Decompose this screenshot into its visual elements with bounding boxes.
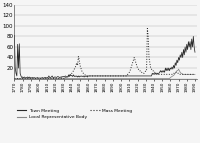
Line: Mass Meeting: Mass Meeting [14, 28, 195, 79]
Local Representative Body [72, 78, 75, 80]
Local Representative Body [177, 68, 180, 70]
Mass Meeting [72, 70, 75, 72]
Mass Meeting [65, 77, 67, 78]
Town Meeting [117, 75, 120, 77]
Line: Local Representative Body: Local Representative Body [14, 69, 195, 79]
Local Representative Body [65, 78, 67, 80]
Local Representative Body [194, 74, 196, 75]
Mass Meeting [13, 78, 16, 80]
Mass Meeting [33, 78, 35, 80]
Legend: Town Meeting, Local Representative Body, Mass Meeting: Town Meeting, Local Representative Body,… [17, 109, 132, 119]
Mass Meeting [146, 28, 149, 29]
Town Meeting [13, 34, 16, 36]
Local Representative Body [131, 78, 133, 80]
Town Meeting [103, 75, 106, 77]
Town Meeting [66, 76, 68, 78]
Local Representative Body [117, 78, 119, 80]
Town Meeting [22, 77, 25, 79]
Mass Meeting [131, 64, 133, 66]
Mass Meeting [117, 75, 119, 77]
Local Representative Body [103, 78, 105, 80]
Mass Meeting [194, 74, 196, 75]
Local Representative Body [13, 78, 16, 80]
Town Meeting [73, 76, 76, 77]
Line: Town Meeting: Town Meeting [14, 35, 195, 78]
Town Meeting [131, 75, 134, 77]
Town Meeting [34, 77, 36, 79]
Mass Meeting [103, 75, 105, 77]
Town Meeting [194, 51, 196, 53]
Local Representative Body [33, 78, 35, 80]
